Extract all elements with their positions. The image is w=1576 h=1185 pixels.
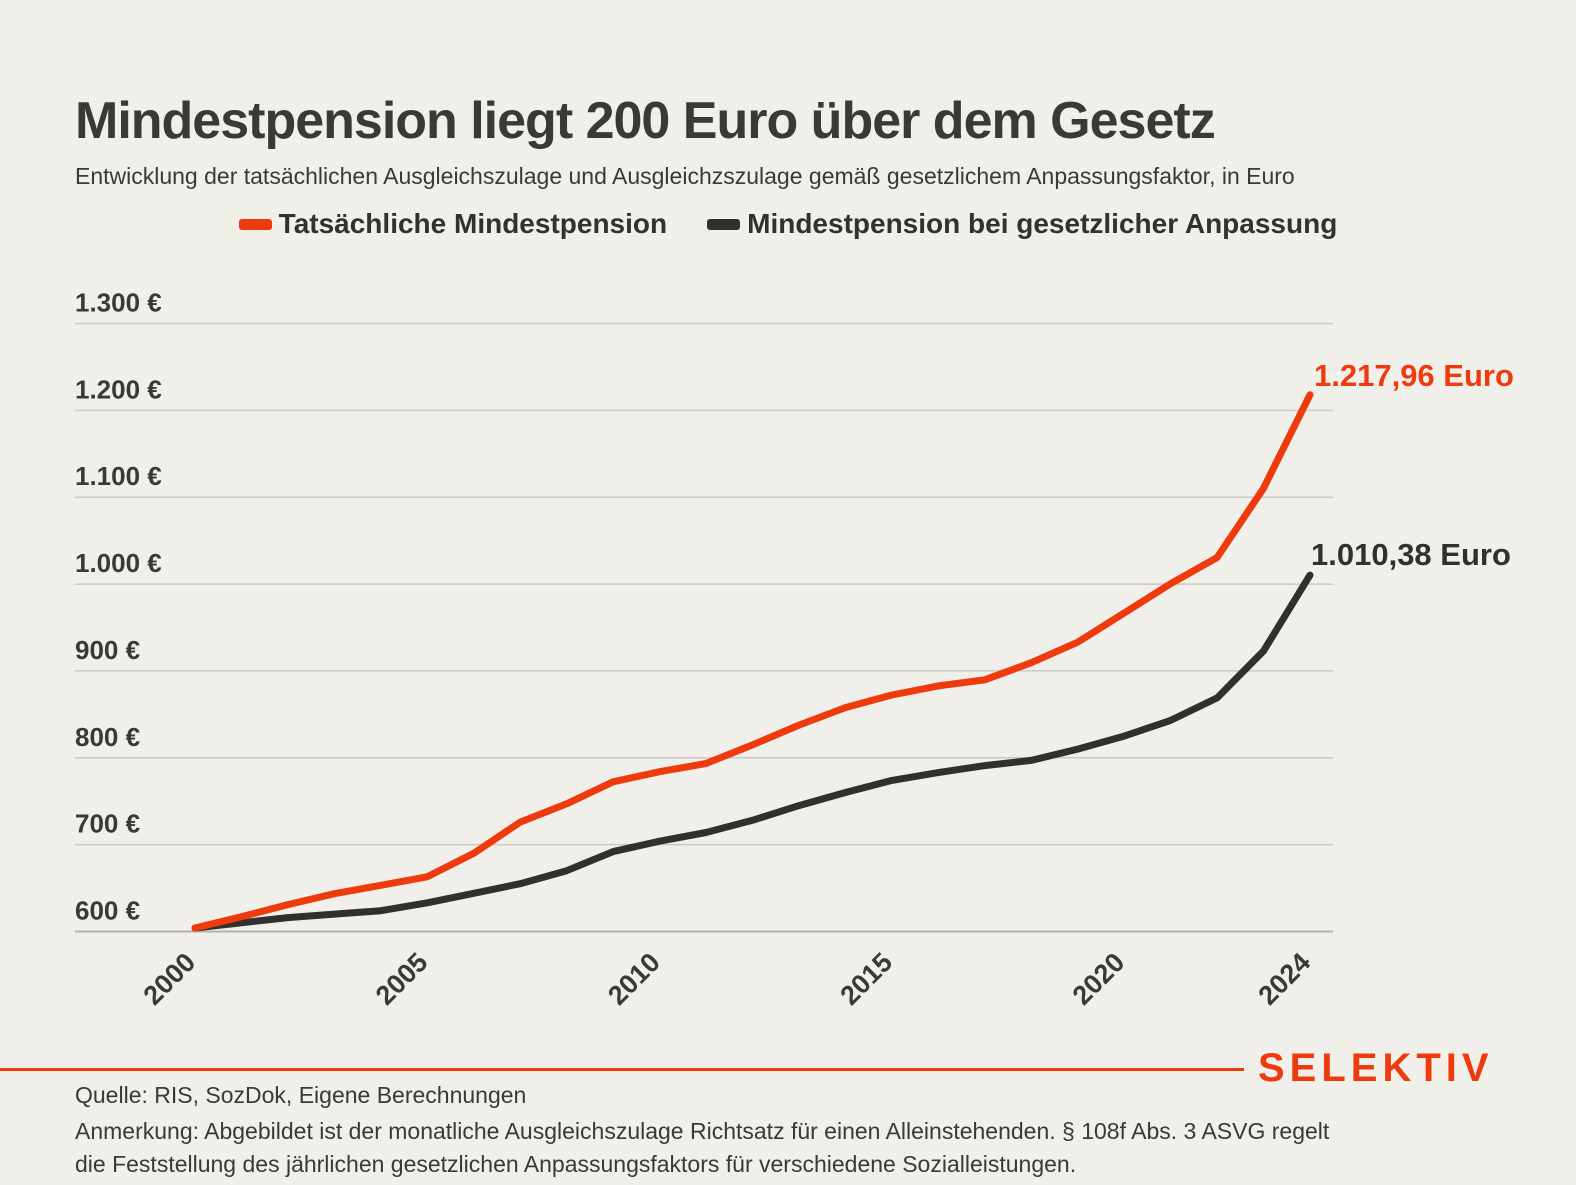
legend-item-tatsaechliche-mindestpension: Tatsächliche Mindestpension <box>238 208 668 240</box>
brand-logo: SELEKTIV <box>1258 1046 1494 1090</box>
source-text: Quelle: RIS, SozDok, Eigene Berechnungen <box>75 1082 527 1108</box>
note-line-1: Anmerkung: Abgebildet ist der monatliche… <box>75 1118 1330 1144</box>
x-tick-label-2005: 2005 <box>370 947 434 1011</box>
note-text: Anmerkung: Abgebildet ist der monatliche… <box>75 1115 1535 1181</box>
y-tick-label-700: 700 € <box>75 809 140 839</box>
y-tick-label-1000: 1.000 € <box>75 548 162 578</box>
x-tick-label-2010: 2010 <box>602 947 666 1011</box>
y-tick-label-1100: 1.100 € <box>75 461 162 491</box>
chart-subtitle: Entwicklung der tatsächlichen Ausgleichs… <box>75 163 1295 189</box>
x-tick-label-2015: 2015 <box>834 947 898 1011</box>
legend-item-gesetzliche-anpassung: Mindestpension bei gesetzlicher Anpassun… <box>707 208 1337 240</box>
end-value-label-gesetzlich: 1.010,38 Euro <box>1311 537 1511 572</box>
x-tick-label-2020: 2020 <box>1067 947 1131 1011</box>
y-tick-label-600: 600 € <box>75 896 140 926</box>
chart-legend: Tatsächliche Mindestpension Mindestpensi… <box>0 208 1576 240</box>
series-line-tatsaechlich <box>191 391 1314 932</box>
y-tick-label-1300: 1.300 € <box>75 288 162 318</box>
legend-label: Tatsächliche Mindestpension <box>278 208 668 239</box>
end-value-label-tatsaechlich: 1.217,96 Euro <box>1314 358 1514 393</box>
black-line-swatch-icon <box>707 218 741 230</box>
page-title: Mindestpension liegt 200 Euro über dem G… <box>75 91 1216 150</box>
red-line-swatch-icon <box>238 218 272 230</box>
y-tick-label-800: 800 € <box>75 722 140 752</box>
legend-label: Mindestpension bei gesetzlicher Anpassun… <box>747 208 1338 239</box>
x-tick-label-2024: 2024 <box>1253 947 1317 1011</box>
note-line-2: die Feststellung des jährlichen gesetzli… <box>75 1151 1077 1177</box>
y-tick-label-900: 900 € <box>75 635 140 665</box>
x-tick-label-2000: 2000 <box>138 947 202 1011</box>
y-tick-label-1200: 1.200 € <box>75 374 162 404</box>
series-line-gesetzlich <box>191 571 1314 932</box>
brand-divider-line <box>0 1068 1244 1071</box>
